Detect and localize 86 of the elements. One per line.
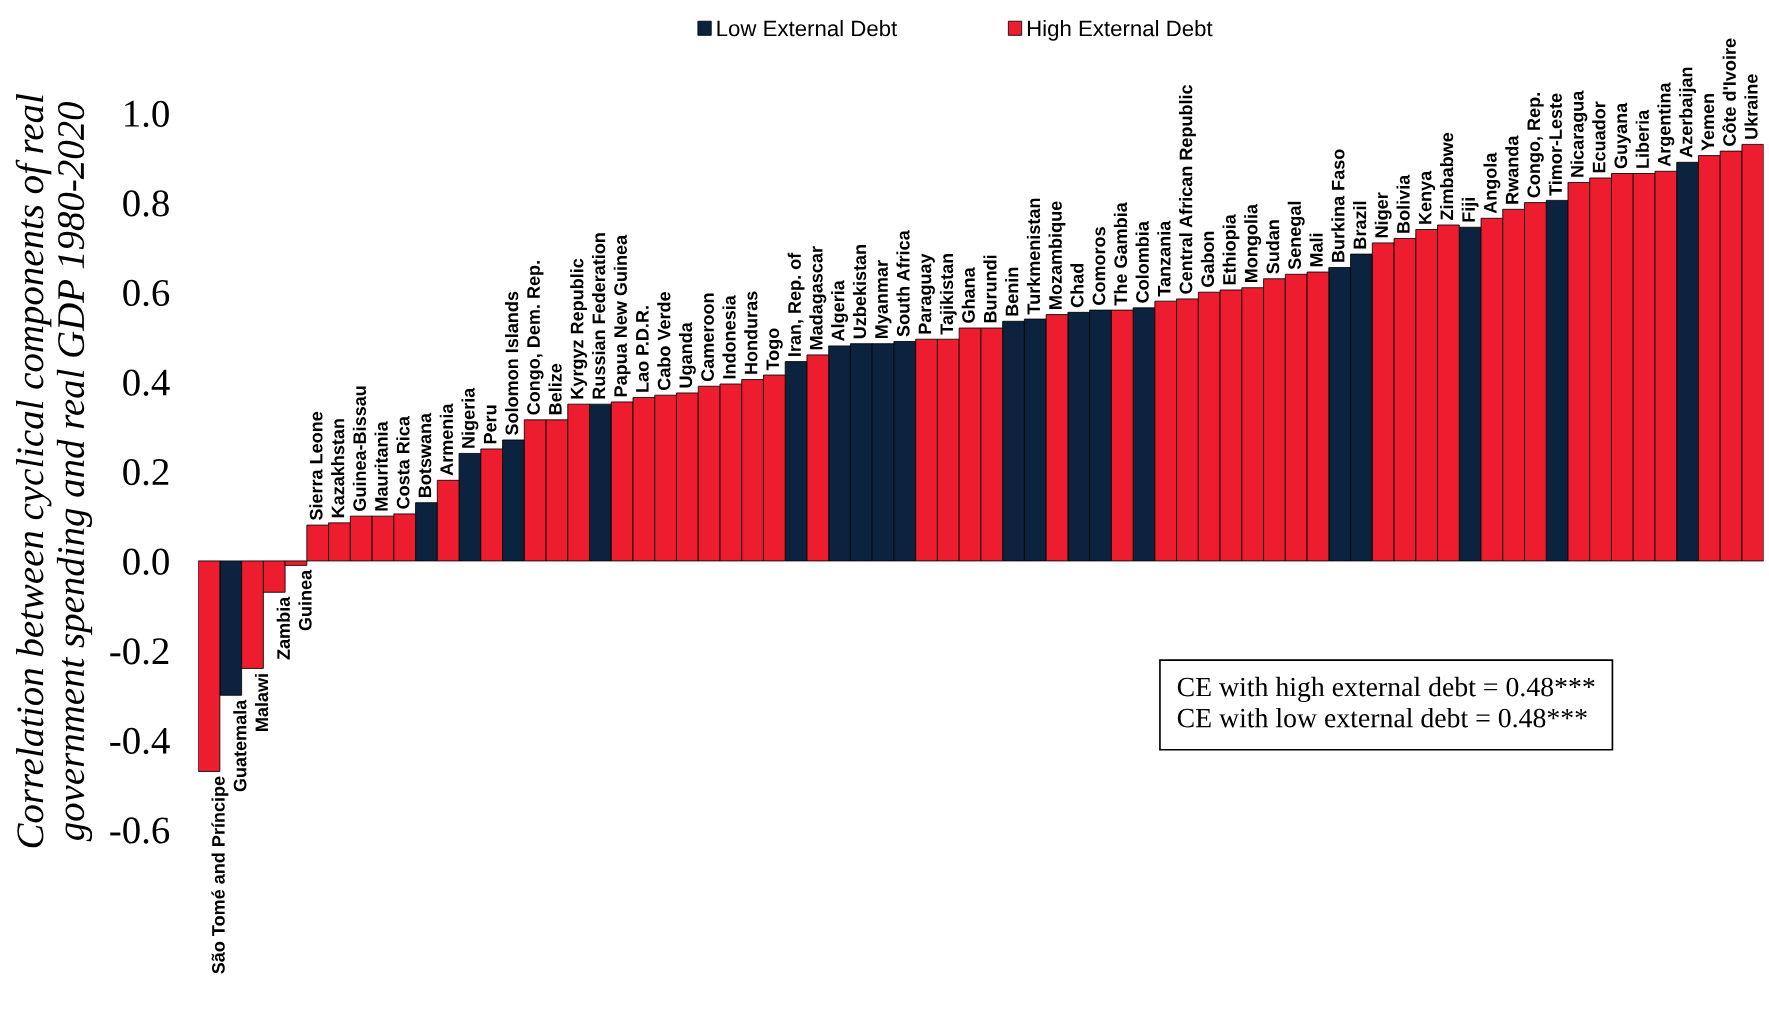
x-tick-label: Liberia	[1635, 109, 1649, 168]
x-tick-label: Malawi	[254, 674, 269, 731]
x-tick-label: São Tomé and Príncipe	[211, 776, 229, 974]
y-tick-label: 0.8	[123, 190, 169, 217]
x-tick-label: Ethiopia	[1222, 214, 1240, 285]
x-tick-label: Kyrgyz Republic	[570, 258, 588, 399]
x-tick-label: Mongolia	[1244, 203, 1262, 283]
x-tick-label: The Gambia	[1113, 202, 1128, 306]
x-tick-label: Russian Federation	[591, 233, 606, 399]
legend-label: Low External Debt	[717, 20, 898, 37]
x-tick-label: Burundi	[983, 255, 997, 323]
x-tick-label: Paraguay	[918, 253, 935, 334]
x-tick-label: Central African Republic	[1179, 84, 1196, 294]
y-tick-label: 1.0	[125, 100, 169, 128]
x-tick-label: Tanzania	[1157, 220, 1171, 297]
x-tick-label: Guyana	[1614, 102, 1631, 169]
x-tick-label: Algeria	[831, 280, 849, 342]
x-tick-label: Uzbekistan	[852, 245, 867, 339]
x-tick-label: Azerbaijan	[1679, 67, 1696, 158]
x-tick-label: Benin	[1005, 267, 1019, 316]
x-tick-label: Turkmenistan	[1026, 198, 1041, 315]
x-tick-label: Mozambique	[1048, 201, 1066, 309]
x-tick-label: Papua New Guinea	[613, 234, 631, 397]
x-tick-label: Ghana	[961, 267, 975, 323]
x-tick-label: Uganda	[678, 322, 696, 388]
x-tick-label: Iran, Rep. of	[787, 252, 805, 356]
y-tick-label: -0.2	[110, 638, 169, 665]
x-tick-label: Comoros	[1092, 227, 1106, 305]
x-tick-label: Mali	[1309, 233, 1323, 267]
x-tick-label: Burkina Faso	[1331, 149, 1345, 262]
x-tick-label: Cameroon	[701, 293, 714, 382]
x-tick-label: Fiji	[1461, 197, 1479, 222]
y-tick-label: -0.4	[110, 727, 170, 755]
x-tick-label: Indonesia	[722, 295, 736, 379]
x-tick-label: Peru	[483, 405, 497, 444]
x-tick-label: Lao P.D.R.	[636, 306, 649, 392]
legend-label: High External Debt	[1027, 20, 1213, 41]
x-tick-label: Kazakhstan	[331, 419, 345, 518]
x-tick-label: Ecuador	[1592, 101, 1606, 173]
x-tick-label: Zambia	[276, 596, 290, 660]
y-tick-label: 0.6	[123, 279, 170, 307]
x-tick-label: Argentina	[1657, 82, 1675, 167]
x-tick-label: Brazil	[1353, 201, 1367, 249]
y-tick-label: 0.4	[123, 369, 170, 396]
annotation: CE with high external debt = 0.48***	[1177, 676, 1595, 703]
x-tick-label: Armenia	[439, 403, 454, 476]
x-tick-label: Belize	[548, 363, 562, 415]
x-tick-label: Mauritania	[374, 421, 388, 511]
x-tick-label: South Africa	[896, 230, 910, 337]
x-tick-label: Yemen	[1701, 94, 1715, 151]
x-tick-label: Zimbabwe	[1439, 132, 1454, 220]
x-tick-label: Gabon	[1200, 231, 1215, 287]
x-tick-label: Honduras	[744, 291, 758, 374]
x-tick-label: Ukraine	[1744, 74, 1758, 139]
x-tick-label: Tajikistan	[939, 253, 957, 335]
x-tick-label: Myanmar	[875, 260, 892, 339]
x-tick-label: Costa Rica	[396, 415, 410, 509]
x-tick-label: Madagascar	[809, 246, 827, 350]
x-tick-label: Colombia	[1135, 221, 1149, 303]
x-tick-label: Botswana	[418, 412, 432, 498]
y-tick-label: 0.0	[123, 548, 169, 575]
x-tick-label: Sierra Leone	[309, 411, 323, 521]
x-tick-label: Congo, Dem. Rep.	[527, 261, 544, 415]
x-tick-label: Kenya	[1418, 170, 1436, 224]
x-tick-label: Timor-Leste	[1548, 93, 1562, 196]
x-tick-label: Solomon Islands	[505, 291, 519, 435]
x-tick-label: Guinea	[298, 569, 312, 631]
x-tick-label: Côte d'Ivoire	[1722, 38, 1736, 146]
x-tick-label: Senegal	[1287, 201, 1305, 270]
x-tick-label: Togo	[766, 328, 783, 371]
x-tick-label: Niger	[1374, 192, 1392, 238]
x-tick-label: Guinea-Bissau	[352, 386, 367, 511]
y-tick-label: 0.2	[123, 458, 169, 486]
x-tick-label: Rwanda	[1505, 135, 1519, 204]
x-tick-label: Chad	[1070, 263, 1084, 308]
annotation: CE with low external debt = 0.48***	[1177, 707, 1587, 728]
x-tick-label: Nigeria	[461, 387, 479, 448]
x-tick-label: Sudan	[1266, 220, 1280, 274]
x-tick-label: Congo, Rep.	[1527, 93, 1544, 198]
x-tick-label: Angola	[1483, 152, 1501, 214]
x-tick-label: Cabo Verde	[657, 292, 671, 390]
x-tick-label: Guatemala	[233, 699, 247, 792]
x-tick-label: Nicaragua	[1570, 90, 1588, 177]
y-tick-label: -0.6	[110, 817, 170, 844]
x-tick-label: Bolivia	[1396, 174, 1410, 233]
y-axis-title: Correlation between cyclical components of real government spending and real GDP 1980-2020	[15, 94, 93, 848]
